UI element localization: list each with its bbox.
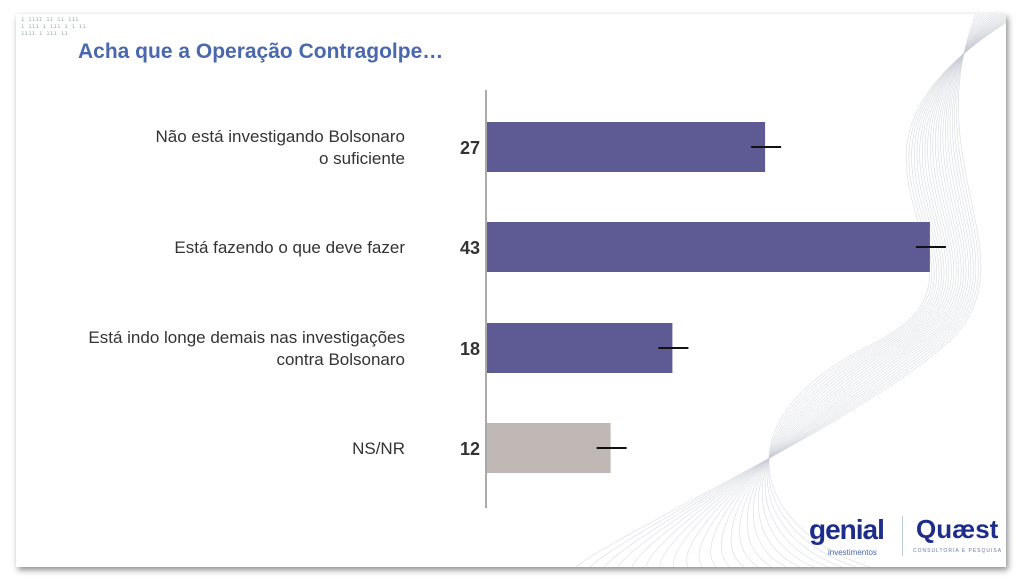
chart-title: Acha que a Operação Contragolpe… — [78, 40, 444, 63]
value-label: 27 — [460, 138, 480, 158]
wave-line — [698, 14, 996, 567]
wave-line — [739, 14, 1004, 567]
value-label: 12 — [460, 439, 480, 459]
value-label: 18 — [460, 339, 480, 359]
slide: ı ıııı ıı ıı ııı ı ııı ı ııı ı ı ıı ıııı… — [16, 14, 1006, 567]
wave-line — [659, 14, 989, 567]
bar — [487, 222, 930, 272]
logo-divider — [902, 516, 903, 556]
category-label: Está fazendo o que deve fazer — [174, 238, 405, 257]
dots-row: ı ıııı ıı ıı ııı — [21, 16, 79, 23]
wave-line — [631, 14, 985, 567]
bar — [487, 423, 611, 473]
wave-line — [710, 14, 998, 567]
genial-logo: genial — [809, 514, 885, 545]
bar-chart: 27 Não está investigando Bolsonaro o sufic… — [88, 90, 946, 508]
decorative-waves — [575, 14, 1006, 567]
wave-line — [673, 14, 991, 567]
bar — [487, 323, 673, 373]
genial-logo-sub: investimentos — [828, 548, 877, 557]
category-label: Está indo longe demais nas investigações — [88, 328, 405, 347]
wave-line — [746, 14, 1006, 567]
wave-line — [762, 17, 1006, 567]
quaest-logo: Quæst — [916, 514, 999, 544]
bar — [487, 122, 766, 172]
wave-line — [589, 14, 979, 567]
category-label: NS/NR — [352, 439, 405, 458]
wave-line — [645, 14, 987, 567]
category-label: o suficiente — [319, 149, 405, 168]
category-label: Não está investigando Bolsonaro — [156, 127, 406, 146]
wave-line — [753, 14, 1006, 567]
decorative-dots: ı ıııı ıı ıı ııı ı ııı ı ııı ı ı ıı ıııı… — [21, 16, 86, 37]
wave-line — [686, 14, 994, 567]
wave-line — [758, 16, 1006, 567]
wave-line — [721, 14, 1000, 567]
category-label: contra Bolsonaro — [276, 350, 405, 369]
wave-line — [768, 22, 1006, 567]
wave-line — [575, 14, 982, 567]
dots-row: ıııı ı ııı ıı — [21, 30, 68, 37]
wave-line — [768, 21, 1006, 567]
wave-line — [730, 14, 1002, 567]
wave-line — [603, 14, 981, 567]
quaest-logo-sub: CONSULTORIA E PESQUISA — [913, 548, 1003, 554]
dots-row: ı ııı ı ııı ı ı ıı — [21, 23, 87, 30]
value-label: 43 — [460, 238, 480, 258]
wave-line — [617, 14, 983, 567]
